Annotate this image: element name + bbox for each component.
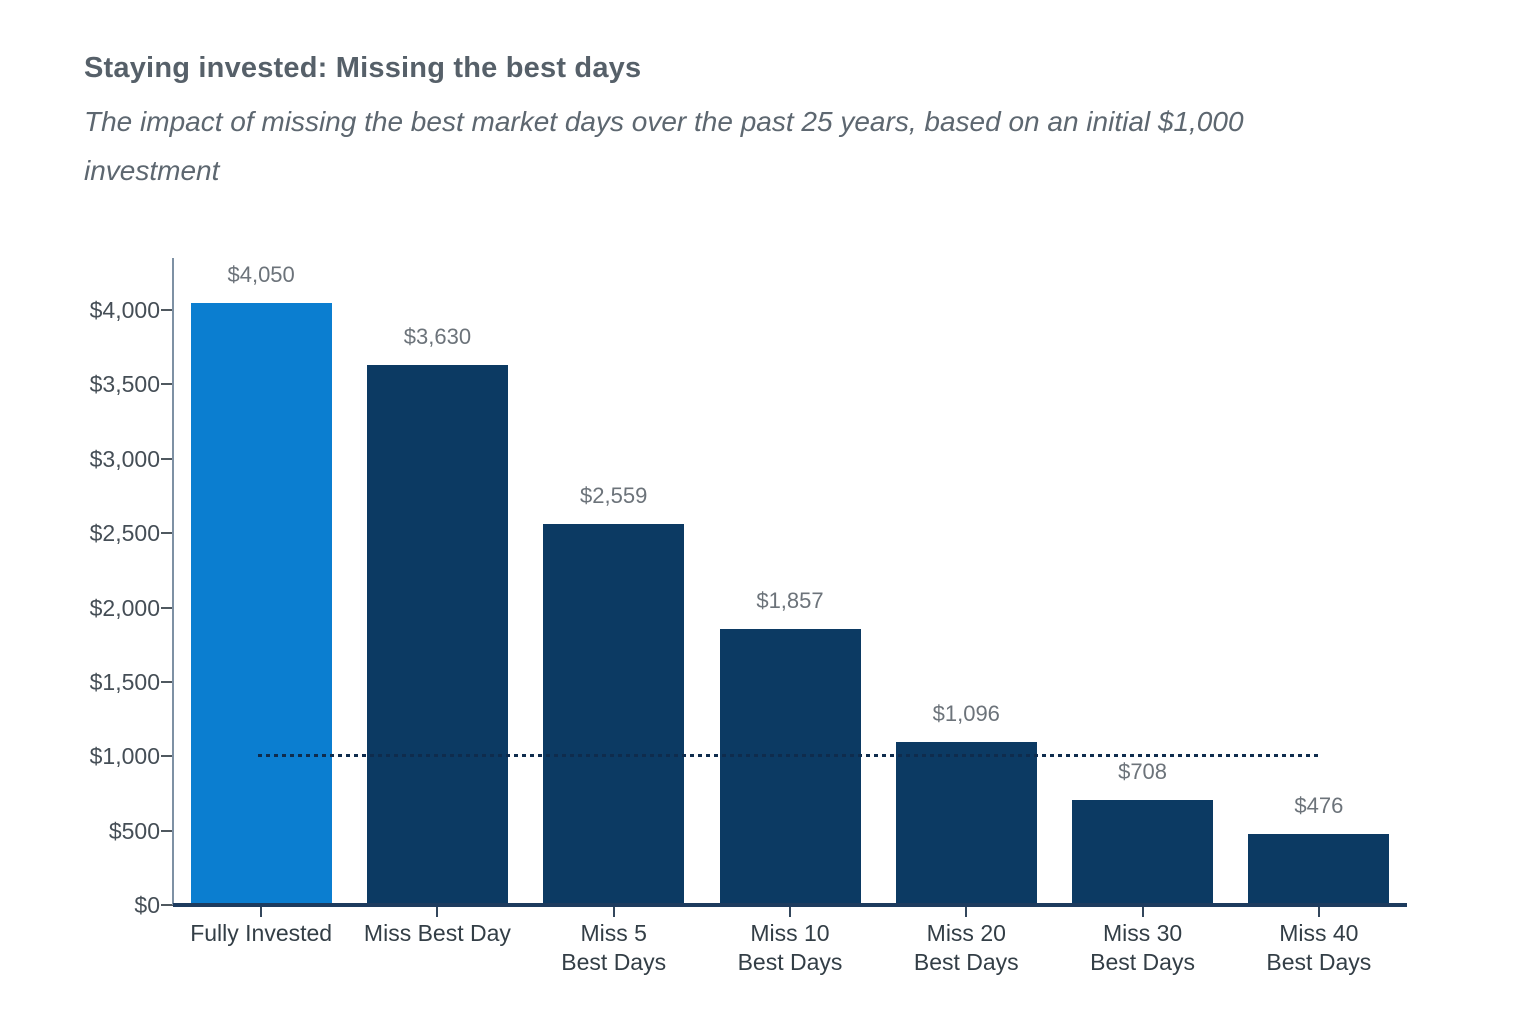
- y-tick-mark: [161, 829, 173, 832]
- y-axis-tick-label: $1,000: [89, 743, 160, 770]
- bar-value-label: $3,630: [403, 324, 472, 350]
- page-title: Staying invested: Missing the best days: [84, 52, 642, 84]
- bar: [366, 365, 508, 905]
- x-axis-label: Miss 40 Best Days: [1221, 919, 1417, 977]
- x-axis-label-line: Miss 40: [1279, 920, 1359, 946]
- x-axis-label-line: Miss 5: [580, 920, 647, 946]
- x-tick-mark: [612, 907, 615, 917]
- x-axis-line: [173, 903, 1407, 907]
- bar-value-label: $2,559: [580, 483, 648, 509]
- x-axis-label: Miss 10 Best Days: [692, 919, 888, 977]
- y-tick-mark: [161, 309, 173, 312]
- bar: [719, 628, 861, 905]
- x-axis-label-line: Miss 20: [926, 920, 1006, 946]
- x-axis-label-line: Miss 30: [1102, 920, 1183, 946]
- x-tick-mark: [436, 907, 439, 917]
- x-axis-label-line: Miss 10: [750, 920, 830, 946]
- y-axis-tick-label: $3,000: [89, 445, 160, 472]
- y-tick-mark: [161, 457, 173, 460]
- y-tick-mark: [161, 383, 173, 386]
- y-tick-mark: [161, 606, 173, 609]
- y-axis-line: [172, 258, 174, 905]
- y-axis-tick-label: $4,000: [89, 297, 160, 324]
- y-tick-mark: [161, 680, 173, 683]
- chart-subtitle-line2: investment: [84, 155, 220, 186]
- chart-subtitle: The impact of missing the best market da…: [84, 97, 1244, 195]
- x-axis-label: Miss 5 Best Days: [516, 919, 712, 977]
- x-tick-mark: [260, 907, 263, 917]
- bar: [1248, 834, 1390, 905]
- x-axis-label-line: Fully Invested: [190, 920, 333, 946]
- x-axis-label-line: Best Days: [1090, 949, 1195, 975]
- bar: [895, 741, 1037, 905]
- bar-value-label: $4,050: [227, 261, 295, 287]
- y-axis-tick-label: $2,500: [89, 520, 160, 547]
- y-axis-tick-label: $0: [134, 892, 160, 918]
- x-axis-label-line: Best Days: [1266, 949, 1372, 975]
- bar: [190, 302, 332, 905]
- y-tick-mark: [161, 755, 173, 758]
- y-axis-tick-label: $3,500: [89, 371, 160, 398]
- bar-value-label: $708: [1118, 758, 1168, 784]
- y-axis-tick-label: $1,500: [89, 668, 160, 695]
- bar-value-label: $1,096: [932, 700, 1000, 726]
- y-tick-mark: [161, 532, 173, 535]
- bar: [1072, 799, 1214, 905]
- x-axis-label-line: Miss Best Day: [363, 920, 511, 946]
- x-axis-label: Fully Invested: [163, 919, 359, 948]
- x-tick-mark: [1141, 907, 1144, 917]
- chart-subtitle-line1: The impact of missing the best market da…: [84, 106, 1244, 137]
- x-tick-mark: [1317, 907, 1320, 917]
- x-tick-mark: [965, 907, 968, 917]
- bar: [543, 524, 685, 905]
- y-axis-tick-label: $2,000: [89, 594, 160, 621]
- reference-dotted-line: [258, 754, 1320, 758]
- x-axis-label: Miss 30 Best Days: [1044, 919, 1240, 977]
- x-axis-label: Miss 20 Best Days: [868, 919, 1064, 977]
- y-axis-tick-label: $500: [108, 817, 160, 844]
- x-axis-label: Miss Best Day: [339, 919, 535, 948]
- x-axis-label-line: Best Days: [561, 949, 667, 975]
- bar-value-label: $476: [1294, 793, 1344, 819]
- bar-value-label: $1,857: [756, 587, 824, 613]
- y-tick-mark: [161, 904, 173, 906]
- x-axis-label-line: Best Days: [913, 949, 1019, 975]
- x-tick-mark: [789, 907, 791, 917]
- x-axis-label-line: Best Days: [737, 949, 843, 975]
